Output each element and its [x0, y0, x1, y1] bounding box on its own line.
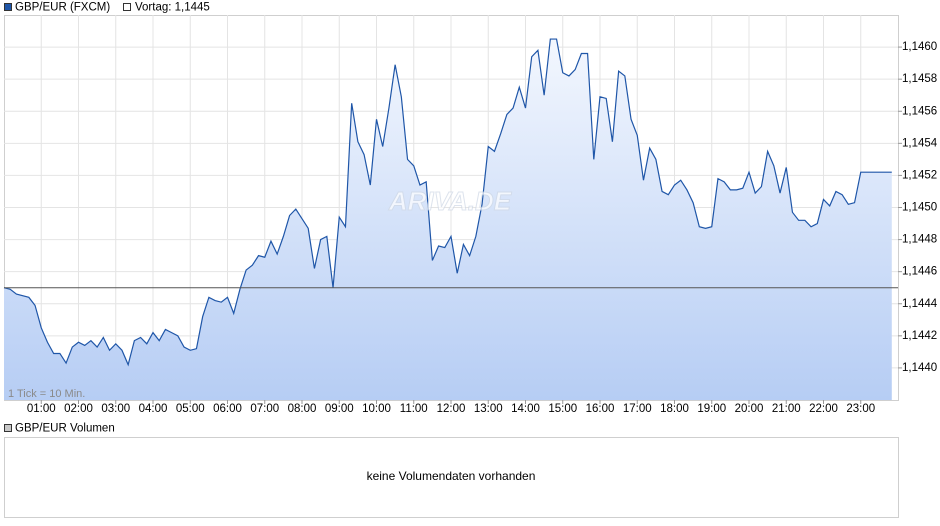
x-tick-label: 04:00 — [139, 403, 168, 415]
y-tick-label: 1,1440 — [902, 362, 937, 374]
watermark: ARIVA.DE — [388, 186, 512, 216]
x-tick-label: 23:00 — [846, 403, 875, 415]
x-tick-label: 09:00 — [325, 403, 354, 415]
y-tick-label: 1,1444 — [902, 298, 938, 310]
y-tick-label: 1,1446 — [902, 266, 937, 278]
y-tick-label: 1,1460 — [902, 41, 937, 53]
legend-swatch — [123, 3, 131, 11]
x-tick-label: 08:00 — [288, 403, 317, 415]
x-tick-label: 10:00 — [362, 403, 391, 415]
annotation: 1 Tick = 10 Min. — [8, 388, 85, 400]
x-tick-label: 17:00 — [623, 403, 652, 415]
x-tick-label: 03:00 — [101, 403, 130, 415]
x-tick-label: 19:00 — [697, 403, 726, 415]
x-tick-label: 22:00 — [809, 403, 838, 415]
area — [4, 39, 892, 401]
y-tick-label: 1,1454 — [902, 137, 938, 149]
x-tick-label: 05:00 — [176, 403, 205, 415]
legend-swatch — [4, 3, 12, 11]
y-tick-label: 1,1442 — [902, 330, 937, 342]
x-tick-label: 16:00 — [586, 403, 615, 415]
volume-message: keine Volumendaten vorhanden — [367, 469, 536, 483]
x-tick-label: 06:00 — [213, 403, 242, 415]
y-tick-label: 1,1458 — [902, 73, 937, 85]
x-tick-label: 13:00 — [474, 403, 503, 415]
x-tick-label: 21:00 — [772, 403, 801, 415]
volume-frame — [4, 437, 899, 518]
marks — [3, 38, 898, 401]
y-tick-label: 1,1456 — [902, 105, 937, 117]
x-tick-label: 02:00 — [64, 403, 93, 415]
y-tick-label: 1,1450 — [902, 202, 937, 214]
x-tick-label: 20:00 — [735, 403, 764, 415]
y-tick-label: 1,1448 — [902, 234, 937, 246]
line — [3, 38, 892, 367]
legend-label: Vortag: 1,1445 — [135, 2, 210, 14]
y-tick-label: 1,1452 — [902, 169, 937, 181]
legend-swatch — [4, 424, 12, 432]
x-tick-label: 07:00 — [250, 403, 279, 415]
x-tick-label: 14:00 — [511, 403, 540, 415]
legend-label: GBP/EUR Volumen — [15, 423, 115, 435]
axes: 1,1440 1,1442 1,1444 1,1446 1,1448 1,1450 1,14… — [27, 41, 938, 415]
x-tick-label: 15:00 — [548, 403, 577, 415]
x-tick-label: 12:00 — [437, 403, 466, 415]
legend-label: GBP/EUR (FXCM) — [15, 2, 110, 14]
x-tick-label: 11:00 — [400, 403, 428, 415]
x-tick-label: 18:00 — [660, 403, 689, 415]
x-tick-label: 01:00 — [27, 403, 56, 415]
